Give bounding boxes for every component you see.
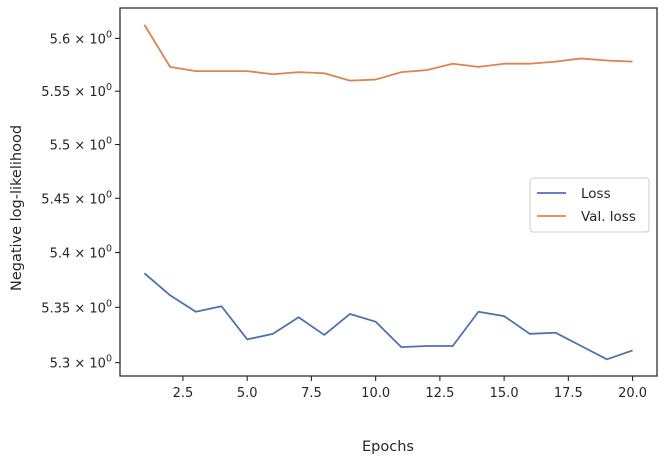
- x-axis-ticks: 2.5 5.0 7.5 10.0 12.5 15.0 17.5 20.0: [173, 376, 647, 401]
- legend-label-loss: Loss: [581, 186, 611, 202]
- x-tick-label: 15.0: [490, 386, 519, 401]
- y-axis-label: Negative log-likelihood: [9, 125, 25, 291]
- y-tick-label: 5.6 × 100: [50, 29, 112, 47]
- x-tick-label: 20.0: [618, 386, 647, 401]
- plot-frame: [119, 7, 658, 377]
- y-tick-label: 5.4 × 100: [50, 244, 112, 262]
- x-tick-label: 5.0: [237, 386, 258, 401]
- x-tick-label: 2.5: [173, 386, 194, 401]
- series-line-loss: [143, 272, 633, 361]
- x-tick-label: 12.5: [425, 386, 454, 401]
- y-axis-ticks: 5.3 × 100 5.35 × 100 5.4 × 100 5.45 × 100 5.…: [41, 29, 120, 372]
- legend-box: [529, 177, 650, 233]
- y-tick-label: 5.3 × 100: [50, 354, 112, 372]
- x-tick-label: 17.5: [554, 386, 583, 401]
- y-tick-label: 5.55 × 100: [41, 82, 112, 100]
- legend: Loss Val. loss: [529, 177, 650, 233]
- y-tick-label: 5.35 × 100: [41, 298, 112, 316]
- y-tick-label: 5.45 × 100: [41, 189, 112, 207]
- x-axis-label: Epochs: [362, 439, 414, 455]
- series-layer: [143, 24, 633, 361]
- x-tick-label: 7.5: [301, 386, 322, 401]
- legend-label-val-loss: Val. loss: [581, 209, 636, 225]
- x-tick-label: 10.0: [361, 386, 390, 401]
- y-tick-label: 5.5 × 100: [50, 136, 112, 154]
- series-line-val-loss: [143, 24, 633, 82]
